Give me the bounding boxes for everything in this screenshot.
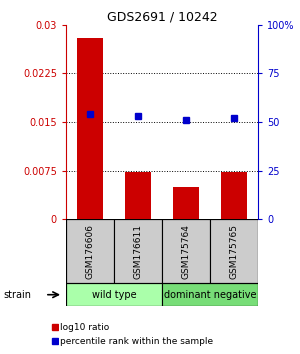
Bar bbox=[77, 38, 103, 219]
Text: log10 ratio: log10 ratio bbox=[60, 323, 109, 332]
Bar bbox=[210, 219, 258, 283]
Bar bbox=[66, 219, 114, 283]
Text: GSM175765: GSM175765 bbox=[230, 224, 238, 279]
Bar bbox=[221, 172, 247, 219]
Text: GSM176606: GSM176606 bbox=[85, 224, 94, 279]
Text: wild type: wild type bbox=[92, 290, 136, 300]
Title: GDS2691 / 10242: GDS2691 / 10242 bbox=[107, 11, 217, 24]
Bar bbox=[173, 187, 199, 219]
Bar bbox=[114, 219, 162, 283]
Text: percentile rank within the sample: percentile rank within the sample bbox=[60, 337, 213, 346]
Text: GSM176611: GSM176611 bbox=[134, 224, 142, 279]
Bar bbox=[162, 219, 210, 283]
Text: strain: strain bbox=[3, 290, 31, 300]
Bar bbox=[66, 283, 162, 306]
Bar bbox=[162, 283, 258, 306]
Text: dominant negative: dominant negative bbox=[164, 290, 256, 300]
Text: GSM175764: GSM175764 bbox=[182, 224, 190, 279]
Bar bbox=[125, 172, 151, 219]
